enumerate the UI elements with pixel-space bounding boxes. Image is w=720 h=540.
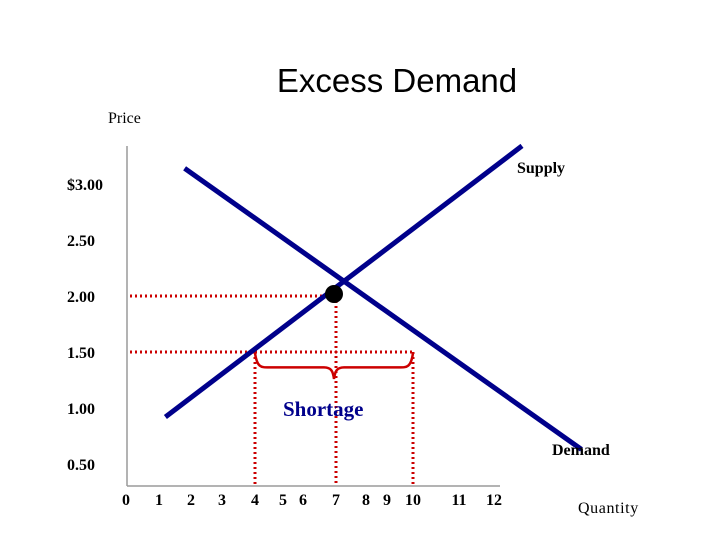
tick-labels: $3.002.502.001.501.000.500 1 2 3 4 5 6 7 8 9 10 11 1… (67, 177, 502, 509)
x-tick-label: 6 (299, 492, 307, 509)
y-tick-label: 1.50 (67, 345, 95, 362)
x-tick-label: 2 (187, 492, 195, 509)
y-axis-label: Price (108, 110, 141, 127)
x-tick-label: 0 (122, 492, 130, 509)
x-tick-label: 1 (155, 492, 163, 509)
y-tick-label: 2.00 (67, 289, 95, 306)
shortage-brace-path (253, 352, 415, 380)
shortage-brace (253, 352, 415, 380)
demand-label: Demand (552, 442, 610, 459)
x-tick-label: 10 (405, 492, 421, 509)
equilibrium-point (325, 285, 343, 303)
y-tick-label: 2.50 (67, 233, 95, 250)
y-tick-label: 0.50 (67, 457, 95, 474)
demand-curve (183, 166, 583, 452)
x-tick-label: 12 (486, 492, 502, 509)
y-tick-label: 1.00 (67, 401, 95, 418)
supply-label: Supply (517, 160, 565, 177)
x-tick-label: 8 (362, 492, 370, 509)
x-tick-label: 4 (251, 492, 259, 509)
x-tick-label: 5 (279, 492, 287, 509)
shortage-label: Shortage (283, 397, 364, 421)
curves (163, 143, 583, 452)
equilibrium-layer (325, 285, 343, 303)
x-tick-label: 11 (451, 492, 466, 509)
labels: Price Quantity Supply Demand Shortage (108, 110, 639, 517)
x-axis-label: Quantity (578, 500, 639, 517)
y-tick-label: $3.00 (67, 177, 103, 194)
chart-title: Excess Demand (276, 62, 518, 99)
x-tick-label: 3 (218, 492, 226, 509)
axes (126, 146, 500, 487)
guide-lines (130, 294, 415, 486)
x-tick-label: 7 (332, 492, 340, 509)
x-tick-label: 9 (383, 492, 391, 509)
